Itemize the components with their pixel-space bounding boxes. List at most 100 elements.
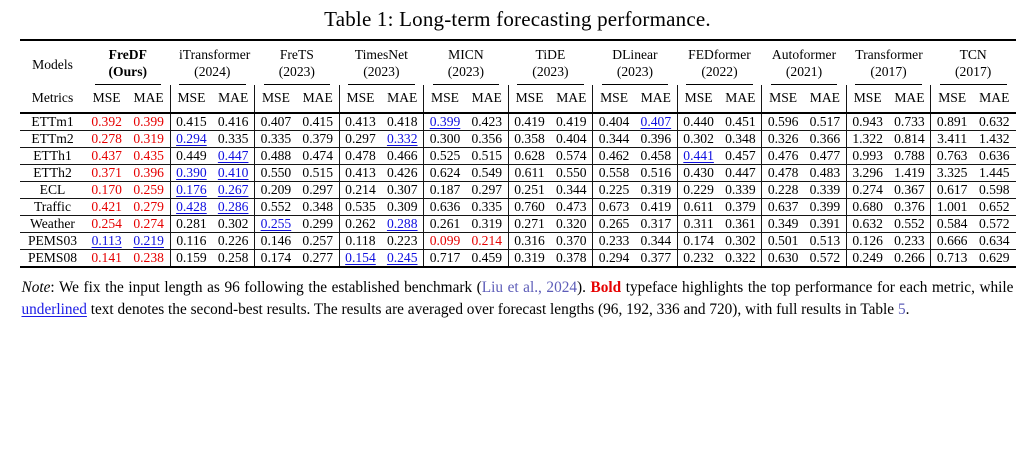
metric-value: 3.296 (845, 164, 889, 182)
model-name-block: TCN (2017) (939, 46, 1007, 85)
metric-value: 0.943 (845, 112, 889, 131)
model-name-block: TiDE (2023) (517, 46, 584, 85)
metric-value: 0.370 (550, 232, 593, 250)
table-row: PEMS08 0.141 0.238 0.159 0.258 0.174 0.277 0.15… (20, 249, 1016, 267)
citation-link[interactable]: Liu et al., 2024 (481, 278, 578, 296)
metric-value: 0.379 (719, 198, 762, 216)
metric-value: 0.361 (719, 215, 762, 233)
metric-value: 0.311 (676, 215, 720, 233)
metric-value: 0.319 (634, 181, 678, 199)
metric-value: 0.294 (169, 130, 213, 148)
model-year: (2023) (447, 63, 485, 79)
note-text: : We fix the input length as 96 followin… (50, 278, 482, 296)
table-row: ETTh2 0.371 0.396 0.390 0.410 0.550 0.515 0.413… (19, 164, 1016, 182)
metric-value: 0.335 (254, 130, 297, 148)
metric-value: 0.421 (85, 198, 128, 216)
metric-value: 0.525 (423, 147, 466, 165)
metric-header-mse: MSE (761, 84, 805, 114)
metric-value: 0.174 (254, 249, 297, 267)
metric-value: 0.116 (169, 232, 213, 250)
metric-value: 0.632 (973, 112, 1016, 131)
note-text: text denotes the second-best results. Th… (86, 300, 898, 318)
metric-value: 0.673 (592, 198, 635, 216)
metric-value: 0.407 (254, 112, 297, 131)
note-text: ). (577, 278, 591, 296)
metric-value: 0.265 (592, 215, 635, 233)
model-year: (2017) (870, 63, 907, 79)
metric-value: 0.447 (719, 164, 762, 182)
metric-value: 0.596 (761, 112, 805, 131)
model-name-block: FreDF (Ours) (94, 46, 162, 85)
metric-header-mae: MAE (381, 84, 424, 114)
metric-header-mae: MAE (550, 84, 593, 114)
note-text: typeface highlights the top performance … (621, 278, 1014, 296)
metric-value: 0.396 (634, 130, 678, 148)
metric-value: 0.617 (930, 181, 974, 199)
metric-value: 0.517 (804, 112, 847, 131)
metric-value: 0.763 (930, 147, 974, 165)
model-name-block: iTransformer (2024) (179, 46, 250, 85)
metric-header-mae: MAE (888, 84, 931, 114)
citation-link[interactable]: 5 (897, 300, 906, 318)
metric-value: 0.229 (676, 181, 720, 199)
metric-value: 0.474 (296, 147, 340, 165)
metric-header-mse: MSE (254, 84, 297, 114)
metric-value: 0.223 (381, 232, 424, 250)
metric-value: 0.358 (507, 130, 551, 148)
metric-value: 0.262 (338, 215, 382, 233)
metric-value: 0.399 (804, 198, 847, 216)
metric-value: 0.415 (296, 112, 340, 131)
model-name: TiDE (535, 47, 566, 62)
metric-value: 0.335 (465, 198, 509, 216)
metric-value: 0.349 (761, 215, 805, 233)
model-name: FreTS (279, 47, 314, 62)
metric-value: 0.449 (169, 147, 213, 165)
metric-value: 0.993 (845, 147, 889, 165)
metric-header-mse: MSE (845, 84, 889, 114)
table-row: PEMS03 0.113 0.219 0.116 0.226 0.146 0.257 0.11… (19, 232, 1016, 250)
metric-value: 0.558 (592, 164, 635, 182)
metric-value: 0.404 (550, 130, 593, 148)
table-note: Note: We fix the input length as 96 foll… (22, 277, 1014, 321)
model-name: Transformer (855, 47, 923, 62)
metric-value: 0.399 (127, 112, 171, 131)
metric-value: 0.339 (719, 181, 762, 199)
model-name-block: DLinear (2023) (601, 46, 669, 85)
metric-value: 0.814 (888, 130, 931, 148)
metric-value: 0.302 (719, 232, 762, 250)
metric-value: 0.297 (296, 181, 340, 199)
model-header-dlinear: DLinear (2023) (593, 40, 678, 85)
metric-value: 0.348 (296, 198, 340, 216)
metric-value: 0.266 (894, 249, 925, 265)
metric-value: 0.379 (296, 130, 340, 148)
metric-value: 1.419 (888, 164, 931, 182)
metric-value: 0.356 (465, 130, 509, 148)
metric-value: 0.396 (127, 164, 171, 182)
metric-header-mse: MSE (338, 84, 382, 114)
metric-value: 0.423 (465, 112, 509, 131)
metric-value: 0.209 (254, 181, 297, 199)
model-header-fedformer: FEDformer (2022) (677, 40, 762, 85)
dataset-label: ECL (19, 181, 86, 199)
metric-value: 0.258 (217, 249, 249, 265)
metric-value: 0.717 (423, 249, 466, 267)
metric-value: 0.257 (296, 232, 340, 250)
metric-value: 0.399 (423, 112, 466, 131)
metric-value: 0.146 (254, 232, 297, 250)
dataset-label: Traffic (19, 198, 86, 216)
metric-value: 0.407 (634, 112, 678, 131)
metric-value: 0.630 (761, 249, 805, 267)
metric-value: 0.552 (888, 215, 931, 233)
metric-value: 0.300 (423, 130, 466, 148)
metric-value: 0.279 (127, 198, 171, 216)
metric-value: 0.632 (845, 215, 889, 233)
metric-value: 0.466 (381, 147, 424, 165)
metric-value: 0.680 (845, 198, 889, 216)
metric-value: 0.515 (296, 164, 340, 182)
metric-value: 0.435 (127, 147, 171, 165)
metric-value: 0.261 (423, 215, 466, 233)
model-name: FreDF (108, 47, 147, 62)
model-header-autoformer: Autoformer (2021) (762, 40, 847, 85)
metric-value: 0.611 (676, 198, 720, 216)
metric-value: 0.413 (338, 164, 382, 182)
